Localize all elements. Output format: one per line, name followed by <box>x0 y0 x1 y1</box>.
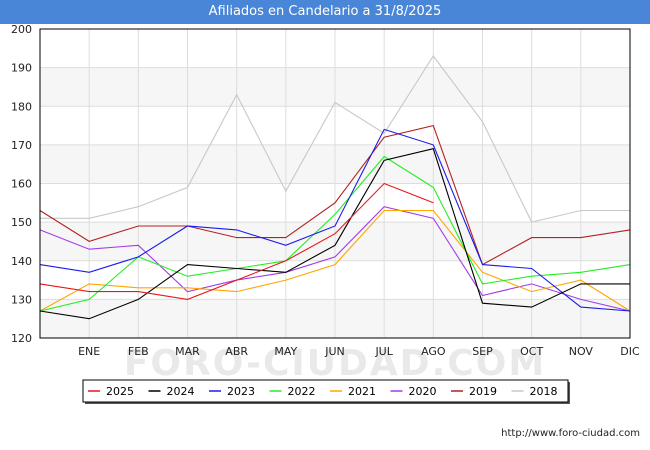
legend-label: 2022 <box>288 385 316 398</box>
y-axis-ticks: 120 130 140 150 160 170 180 190 200 <box>11 23 32 345</box>
y-tick-label: 190 <box>11 62 32 75</box>
legend-label: 2021 <box>348 385 376 398</box>
x-tick-label: AGO <box>421 345 446 358</box>
legend-label: 2023 <box>227 385 255 398</box>
footer-url: http://www.foro-ciudad.com <box>501 428 640 439</box>
series-line-2023 <box>39 128 631 312</box>
series-line-2025 <box>39 182 434 300</box>
x-tick-label: JUL <box>374 345 393 358</box>
y-tick-label: 130 <box>11 293 32 306</box>
y-tick-label: 200 <box>11 23 32 36</box>
series-line-2020 <box>39 206 631 312</box>
legend-label: 2024 <box>167 385 195 398</box>
legend-box <box>82 379 569 403</box>
plot-border <box>39 28 631 339</box>
legend-label: 2025 <box>106 385 134 398</box>
y-tick-label: 160 <box>11 178 32 191</box>
series-line-2019 <box>39 124 631 266</box>
x-axis-ticks: ENE FEB MAR ABR MAY JUN JUL AGO SEP OCT NOV DIC <box>78 345 640 358</box>
x-tick-label: DIC <box>620 345 640 358</box>
x-tick-label: FEB <box>128 345 149 358</box>
x-tick-label: SEP <box>472 345 493 358</box>
x-tick-label: ABR <box>225 345 248 358</box>
x-tick-label: ENE <box>78 345 100 358</box>
x-tick-label: OCT <box>520 345 543 358</box>
y-tick-label: 140 <box>11 255 32 268</box>
legend-label: 2018 <box>530 385 558 398</box>
x-tick-label: JUN <box>324 345 345 358</box>
series-lines <box>39 55 631 320</box>
series-line-2018 <box>40 55 630 223</box>
x-tick-label: MAR <box>175 345 200 358</box>
chart-title: Afiliados en Candelario a 31/8/2025 <box>0 0 650 24</box>
y-tick-label: 170 <box>11 139 32 152</box>
y-tick-label: 150 <box>11 216 32 229</box>
y-tick-label: 120 <box>11 332 32 345</box>
legend-label: 2019 <box>469 385 497 398</box>
x-tick-label: MAY <box>274 345 297 358</box>
series-line-2024 <box>39 148 630 320</box>
x-tick-label: NOV <box>569 345 594 358</box>
y-tick-label: 180 <box>11 100 32 113</box>
watermark: FORO-CIUDAD.COM <box>124 343 546 384</box>
series-line-2021 <box>39 209 631 312</box>
legend: 2025 2024 2023 2022 2021 2020 2019 2018 <box>82 379 570 404</box>
legend-label: 2020 <box>409 385 437 398</box>
